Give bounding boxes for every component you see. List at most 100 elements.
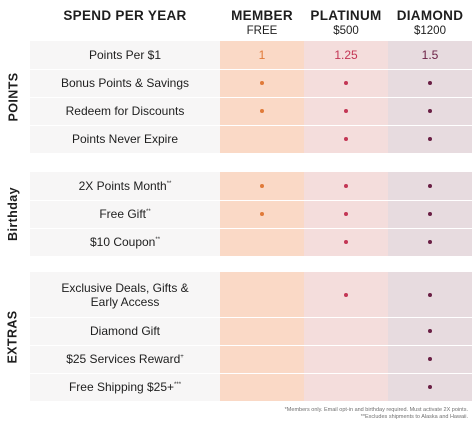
member-cell <box>220 345 304 373</box>
benefit-label-free-gift: Free Gift** <box>30 200 220 228</box>
benefit-label-text: Exclusive Deals, Gifts & Early Access <box>61 280 189 309</box>
platinum-cell <box>304 373 388 401</box>
benefit-label-redeem-for-discounts: Redeem for Discounts <box>30 97 220 125</box>
row-divider <box>30 373 472 374</box>
benefit-label-free-shipping-25: Free Shipping $25+*** <box>30 373 220 401</box>
footnote-marker: ** <box>146 209 151 215</box>
footnote-marker: *** <box>174 382 182 388</box>
benefit-label-content: $25 Services Reward+ <box>66 352 184 366</box>
member-cell: 1 <box>220 41 304 69</box>
platinum-tier-price: $500 <box>333 25 359 37</box>
platinum-included-dot-icon <box>344 81 348 85</box>
platinum-included-dot-icon <box>344 184 348 188</box>
benefit-label-points-never-expire: Points Never Expire <box>30 125 220 153</box>
diamond-included-dot-icon <box>428 184 432 188</box>
section-label-points: POINTS <box>0 41 26 153</box>
platinum-cell <box>304 97 388 125</box>
benefit-label-diamond-gift: Diamond Gift <box>30 317 220 345</box>
benefit-label-bonus-points-savings: Bonus Points & Savings <box>30 69 220 97</box>
row-divider <box>30 200 472 201</box>
platinum-cell <box>304 200 388 228</box>
diamond-value: 1.5 <box>421 48 439 62</box>
member-tier-price: FREE <box>246 25 278 37</box>
member-included-dot-icon <box>260 109 264 113</box>
diamond-included-dot-icon <box>428 109 432 113</box>
diamond-included-dot-icon <box>428 385 432 389</box>
platinum-cell: 1.25 <box>304 41 388 69</box>
diamond-cell <box>388 345 472 373</box>
footnote-marker: ** <box>166 181 172 187</box>
benefit-label-content: Bonus Points & Savings <box>61 76 189 90</box>
platinum-cell <box>304 125 388 153</box>
section-label-text: Birthday <box>6 187 20 241</box>
platinum-cell <box>304 69 388 97</box>
diamond-cell <box>388 373 472 401</box>
diamond-included-dot-icon <box>428 329 432 333</box>
section-label-text: POINTS <box>6 72 20 122</box>
benefit-label-text: Points Per $1 <box>88 48 162 62</box>
diamond-cell <box>388 172 472 200</box>
footnotes: *Members only. Email opt-in and birthday… <box>168 407 468 421</box>
extras-member-column <box>220 272 304 401</box>
benefit-label-text: $10 Coupon <box>89 235 156 249</box>
benefit-label-content: Points Never Expire <box>72 132 178 146</box>
member-included-dot-icon <box>260 212 264 216</box>
platinum-tier-title: PLATINUM <box>310 8 382 23</box>
platinum-cell <box>304 228 388 256</box>
platinum-included-dot-icon <box>344 212 348 216</box>
extras-label-column <box>30 272 220 401</box>
member-value: 1 <box>258 48 266 62</box>
member-cell <box>220 172 304 200</box>
row-divider <box>30 345 472 346</box>
benefit-label-text: Points Never Expire <box>71 132 179 146</box>
benefit-label-content: Free Gift** <box>99 207 150 221</box>
platinum-cell <box>304 317 388 345</box>
diamond-included-dot-icon <box>428 137 432 141</box>
diamond-tier-price: $1200 <box>414 25 446 37</box>
platinum-included-dot-icon <box>344 109 348 113</box>
diamond-cell <box>388 317 472 345</box>
platinum-included-dot-icon <box>344 137 348 141</box>
diamond-cell <box>388 125 472 153</box>
benefit-label-text: Free Shipping $25+ <box>68 380 175 394</box>
footnote-line-1: *Members only. Email opt-in and birthday… <box>284 407 468 413</box>
footnote-marker: + <box>180 354 184 360</box>
footnote-line-2: **Excludes shipments to Alaska and Hawai… <box>360 414 468 420</box>
member-tier-header: MEMBER FREE <box>220 8 304 37</box>
diamond-included-dot-icon <box>428 240 432 244</box>
row-divider <box>30 97 472 98</box>
diamond-cell <box>388 97 472 125</box>
benefit-label-text: $25 Services Reward <box>66 352 181 366</box>
spend-per-year-header: SPEND PER YEAR <box>30 8 220 23</box>
benefit-label-content: Redeem for Discounts <box>66 104 185 118</box>
benefit-label-text: Redeem for Discounts <box>65 104 185 118</box>
platinum-cell <box>304 345 388 373</box>
member-cell <box>220 200 304 228</box>
section-label-extras: EXTRAS <box>0 272 26 401</box>
platinum-cell <box>304 272 388 317</box>
row-divider <box>30 317 472 318</box>
section-label-text: EXTRAS <box>6 309 21 364</box>
member-included-dot-icon <box>260 184 264 188</box>
diamond-included-dot-icon <box>428 357 432 361</box>
benefit-label-content: Free Shipping $25+*** <box>69 380 181 394</box>
benefit-label-content: Diamond Gift <box>90 324 160 338</box>
member-cell <box>220 317 304 345</box>
benefit-label-text: 2X Points Month <box>78 179 167 193</box>
benefit-label-content: $10 Coupon** <box>90 235 160 249</box>
member-tier-title: MEMBER <box>231 8 293 23</box>
platinum-cell <box>304 172 388 200</box>
member-cell <box>220 228 304 256</box>
birthday-label-column <box>30 172 220 256</box>
benefit-label-text: Free Gift <box>99 207 146 221</box>
diamond-cell <box>388 69 472 97</box>
member-cell <box>220 125 304 153</box>
platinum-included-dot-icon <box>344 292 348 297</box>
diamond-included-dot-icon <box>428 292 432 297</box>
diamond-cell <box>388 272 472 317</box>
diamond-cell: 1.5 <box>388 41 472 69</box>
section-label-birthday: Birthday <box>0 172 26 256</box>
benefit-label-2x-points-month: 2X Points Month** <box>30 172 220 200</box>
platinum-value: 1.25 <box>334 48 358 62</box>
diamond-included-dot-icon <box>428 81 432 85</box>
